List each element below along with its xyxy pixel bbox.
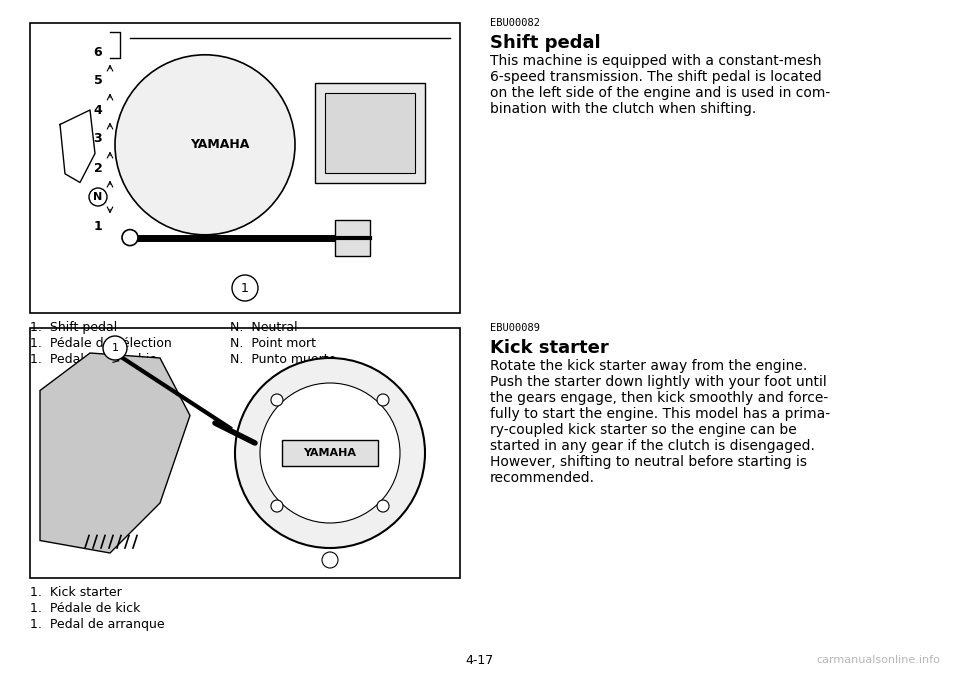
Circle shape (260, 383, 400, 523)
Bar (335, 220, 370, 256)
Bar (30, 328, 460, 578)
Text: YAMAHA: YAMAHA (303, 448, 356, 458)
Bar (282, 440, 378, 466)
Circle shape (377, 500, 389, 512)
Text: 5: 5 (94, 75, 103, 87)
Text: 3: 3 (94, 132, 103, 146)
Text: 2: 2 (94, 161, 103, 174)
Text: N.  Neutral: N. Neutral (230, 321, 298, 334)
Text: EBU00082: EBU00082 (490, 18, 540, 28)
Text: 1.  Pedal de arranque: 1. Pedal de arranque (30, 618, 164, 631)
Circle shape (271, 500, 283, 512)
Polygon shape (40, 353, 190, 553)
Text: N.  Punto muerto: N. Punto muerto (230, 353, 336, 366)
Text: Shift pedal: Shift pedal (490, 34, 601, 52)
Text: However, shifting to neutral before starting is: However, shifting to neutral before star… (490, 455, 807, 469)
Bar (325, 92, 415, 172)
Text: 4: 4 (94, 104, 103, 117)
Text: Rotate the kick starter away from the engine.: Rotate the kick starter away from the en… (490, 359, 807, 373)
Text: Kick starter: Kick starter (490, 339, 609, 357)
Text: on the left side of the engine and is used in com-: on the left side of the engine and is us… (490, 86, 830, 100)
Circle shape (235, 358, 425, 548)
Text: started in any gear if the clutch is disengaged.: started in any gear if the clutch is dis… (490, 439, 815, 453)
Text: 1.  Pédale de sélection: 1. Pédale de sélection (30, 337, 172, 350)
Text: Push the starter down lightly with your foot until: Push the starter down lightly with your … (490, 375, 827, 389)
Circle shape (89, 188, 107, 206)
Circle shape (115, 55, 295, 235)
Text: 1: 1 (241, 281, 249, 294)
Text: EBU00089: EBU00089 (490, 323, 540, 333)
Text: ry-coupled kick starter so the engine can be: ry-coupled kick starter so the engine ca… (490, 423, 797, 437)
Text: 1: 1 (111, 343, 118, 353)
Circle shape (322, 552, 338, 568)
Text: recommended.: recommended. (490, 471, 595, 485)
Bar (315, 83, 425, 182)
Bar (30, 23, 460, 313)
Circle shape (377, 394, 389, 406)
Circle shape (271, 394, 283, 406)
Text: bination with the clutch when shifting.: bination with the clutch when shifting. (490, 102, 756, 116)
Circle shape (122, 230, 138, 245)
Text: 1.  Pédale de kick: 1. Pédale de kick (30, 602, 140, 615)
Text: 1.  Kick starter: 1. Kick starter (30, 586, 122, 599)
Text: fully to start the engine. This model has a prima-: fully to start the engine. This model ha… (490, 407, 830, 421)
Text: 1.  Pedal del cambio: 1. Pedal del cambio (30, 353, 157, 366)
Circle shape (103, 336, 127, 360)
Text: N: N (93, 192, 103, 202)
Text: N.  Point mort: N. Point mort (230, 337, 316, 350)
Text: 6-speed transmission. The shift pedal is located: 6-speed transmission. The shift pedal is… (490, 70, 822, 84)
Text: This machine is equipped with a constant-mesh: This machine is equipped with a constant… (490, 54, 822, 68)
Text: 1.  Shift pedal: 1. Shift pedal (30, 321, 117, 334)
Circle shape (232, 275, 258, 301)
Text: carmanualsonline.info: carmanualsonline.info (816, 655, 940, 665)
Text: 1: 1 (94, 220, 103, 233)
Text: YAMAHA: YAMAHA (190, 138, 250, 151)
Text: 6: 6 (94, 45, 103, 58)
Text: the gears engage, then kick smoothly and force-: the gears engage, then kick smoothly and… (490, 391, 828, 405)
Text: 4-17: 4-17 (466, 654, 494, 666)
